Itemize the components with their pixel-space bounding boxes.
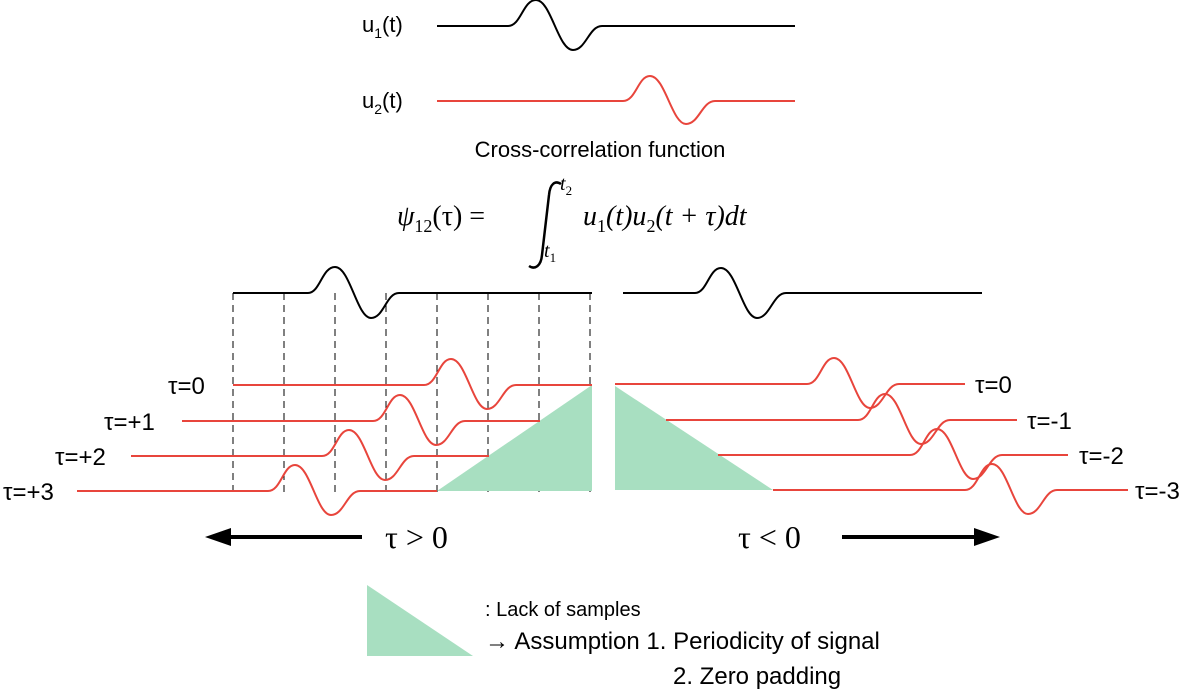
lag-label-left: τ=+3 — [3, 479, 54, 506]
cross-correlation-formula: ψ12(τ) = t2 t1 u1(t)u2(t + τ)dt — [397, 173, 748, 269]
u2-signal — [437, 74, 795, 126]
shifted-signal-tau-plus-2 — [131, 428, 489, 482]
lag-label-right: τ=0 — [975, 372, 1012, 399]
shifted-signal-right-tau-0 — [615, 356, 965, 410]
shifted-signal-tau-0 — [233, 357, 592, 411]
formula-upper-limit: t2 — [560, 173, 572, 198]
left-arrow — [205, 528, 362, 546]
lag-label-left: τ=0 — [168, 373, 205, 400]
u1-signal — [437, 0, 795, 52]
shifted-signal-tau-plus-3 — [77, 463, 437, 517]
u1-label: u1(t) — [362, 12, 403, 41]
right-arrow — [842, 528, 1000, 546]
lag-label-left: τ=+2 — [55, 444, 106, 471]
lag-label-right: τ=-2 — [1079, 443, 1124, 470]
shifted-signal-right-tau-minus-1 — [666, 392, 1017, 446]
reference-signal-left — [233, 265, 592, 320]
formula-integrand: u1(t)u2(t + τ)dt — [583, 201, 748, 236]
left-arrow-head — [205, 528, 231, 546]
lag-label-right: τ=-3 — [1135, 478, 1180, 505]
shifted-signal-right-tau-minus-2 — [718, 427, 1068, 481]
legend: : Lack of samples → Assumption 1. Period… — [367, 585, 880, 690]
missing-samples-region — [615, 386, 773, 490]
right-panel: τ=0 τ=-1 τ=-2 τ=-3 τ < 0 — [615, 266, 1180, 555]
integral-sign — [528, 181, 562, 269]
lag-label-right: τ=-1 — [1027, 408, 1072, 435]
tau-negative-label: τ < 0 — [738, 519, 801, 555]
legend-swatch — [367, 585, 473, 656]
reference-signal-right — [623, 266, 982, 320]
lag-label-left: τ=+1 — [104, 409, 155, 436]
left-panel: τ=0 τ=+1 τ=+2 τ=+3 τ > 0 — [3, 265, 592, 555]
formula-lower-limit: t1 — [544, 240, 556, 265]
legend-line-1: : Lack of samples — [485, 599, 641, 621]
legend-line-2: → Assumption 1. Periodicity of signal — [485, 628, 880, 655]
right-arrow-head — [974, 528, 1000, 546]
missing-samples-region — [437, 385, 592, 491]
u2-label: u2(t) — [362, 88, 403, 117]
shifted-signal-tau-plus-1 — [182, 393, 540, 447]
tau-positive-label: τ > 0 — [385, 519, 448, 555]
caption: Cross-correlation function — [475, 137, 726, 162]
shifted-signal-right-tau-minus-3 — [773, 462, 1128, 516]
formula-lhs: ψ12(τ) = — [397, 201, 485, 236]
legend-line-3: 2. Zero padding — [673, 663, 841, 690]
